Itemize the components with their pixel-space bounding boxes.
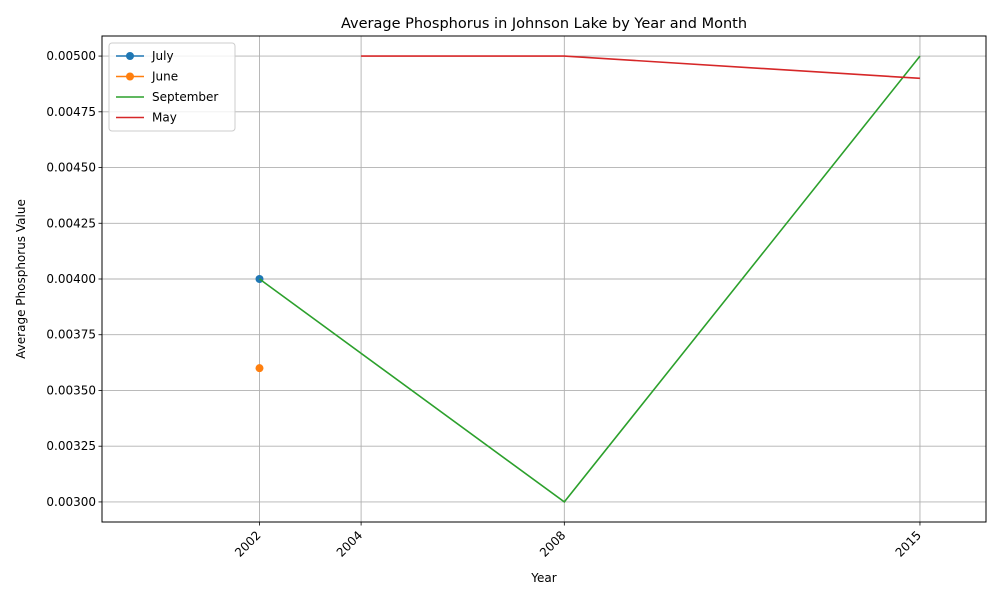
- y-tick-label: 0.00300: [46, 495, 96, 509]
- y-tick-label: 0.00325: [46, 439, 96, 453]
- y-tick-label: 0.00375: [46, 328, 96, 342]
- x-axis-title: Year: [530, 571, 556, 585]
- tick-layer: 0.00300 0.00325 0.00350 0.00375 0.00400 0.004…: [46, 49, 924, 560]
- series-line-may: [361, 55, 921, 80]
- y-tick-label: 0.00400: [46, 272, 96, 286]
- legend-marker-july: [126, 52, 134, 60]
- y-axis-title: Average Phosphorus Value: [14, 199, 28, 359]
- chart-title: Average Phosphorus in Johnson Lake by Ye…: [341, 16, 747, 32]
- y-tick-label: 0.00475: [46, 105, 96, 119]
- y-tick-label: 0.00425: [46, 216, 96, 230]
- y-tick-label: 0.00500: [46, 49, 96, 63]
- legend-label-may: May: [152, 111, 177, 125]
- legend-label-july: July: [151, 49, 174, 63]
- series-layer: [255, 55, 921, 504]
- legend-label-june: June: [151, 70, 178, 84]
- legend-frame: [108, 42, 236, 132]
- y-tick-label: 0.00350: [46, 383, 96, 397]
- series-line-september: [259, 55, 921, 504]
- y-tick-label: 0.00450: [46, 161, 96, 175]
- data-point-june: [255, 364, 264, 373]
- legend: July June September May: [108, 42, 236, 132]
- grid: [102, 36, 986, 522]
- legend-label-september: September: [152, 90, 218, 104]
- legend-marker-june: [126, 72, 134, 81]
